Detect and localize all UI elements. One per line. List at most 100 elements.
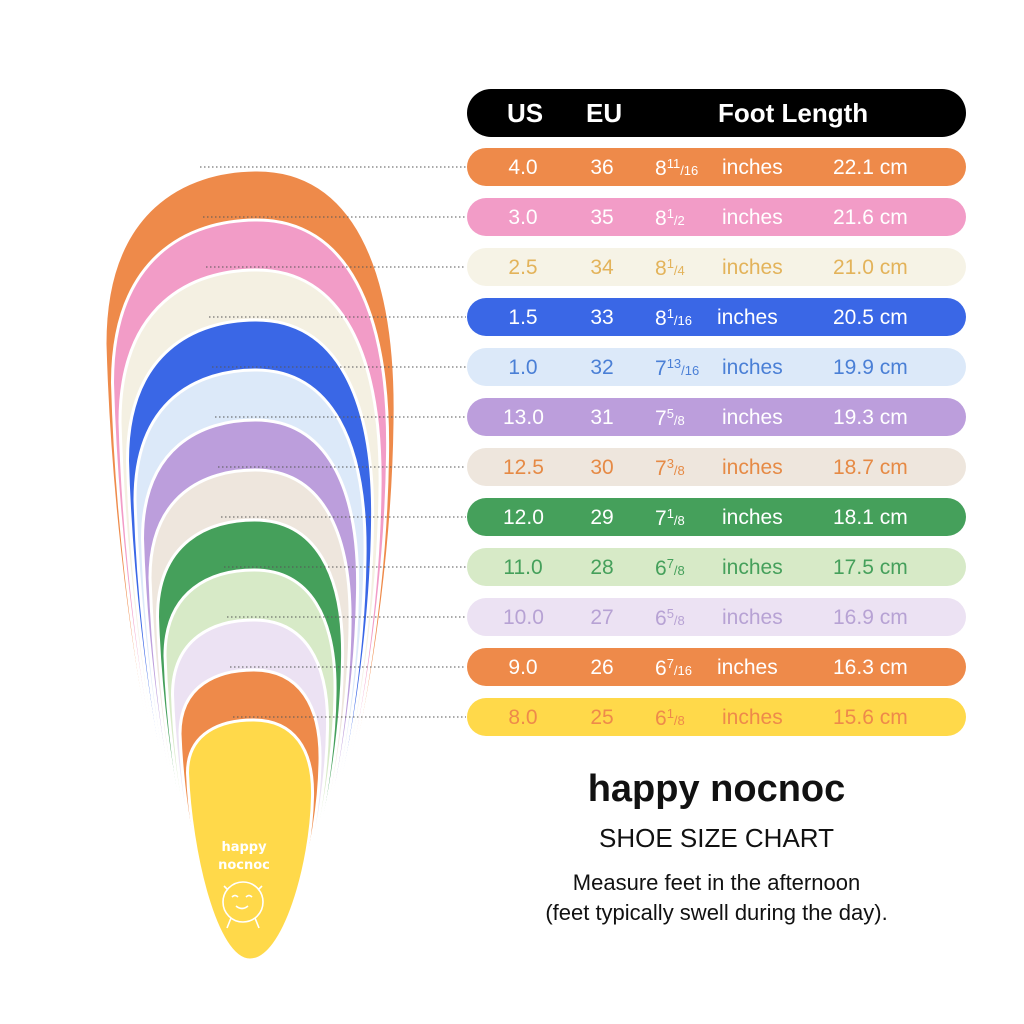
size-inches-fraction: 81/2 [655,206,745,231]
size-cm: 20.5 cm [833,306,908,329]
size-eu: 35 [590,206,614,229]
fraction-numerator: 1 [666,706,674,721]
fraction-numerator: 7 [666,656,674,671]
size-cm: 19.9 cm [833,356,908,379]
fraction-numerator: 13 [666,356,682,371]
size-row: 8.0 25 61/8 inches 15.6 cm [467,698,966,736]
fraction-numerator: 1 [666,256,674,271]
size-inches-fraction: 65/8 [655,606,745,631]
size-us: 1.0 [508,356,538,379]
size-row: 12.0 29 71/8 inches 18.1 cm [467,498,966,536]
insole-logo-line2: nocnoc [218,858,270,873]
fraction-whole: 8 [655,257,667,280]
size-inches-unit: inches [722,206,783,229]
size-inches-unit: inches [722,706,783,729]
fraction-denominator: /16 [680,163,699,178]
size-us: 2.5 [508,256,538,279]
insole-logo-line1: happy [221,840,267,855]
size-eu: 31 [590,406,614,429]
measure-note-line2: (feet typically swell during the day). [545,900,888,925]
fraction-whole: 6 [655,557,667,580]
size-us: 4.0 [508,156,538,179]
fraction-numerator: 5 [666,606,674,621]
size-inches-unit: inches [722,456,783,479]
fraction-numerator: 1 [666,206,674,221]
size-inches-unit: inches [722,606,783,629]
size-cm: 21.0 cm [833,256,908,279]
size-us: 10.0 [503,606,544,629]
size-inches-unit: inches [722,556,783,579]
table-header: US EU Foot Length [467,89,966,137]
size-us: 13.0 [503,406,544,429]
fraction-whole: 7 [655,357,667,380]
size-inches-unit: inches [717,656,778,679]
size-row: 2.5 34 81/4 inches 21.0 cm [467,248,966,286]
fraction-denominator: /8 [673,713,685,728]
fraction-whole: 7 [655,457,667,480]
size-row: 1.0 32 713/16 inches 19.9 cm [467,348,966,386]
size-cm: 15.6 cm [833,706,908,729]
header-foot-length: Foot Length [718,98,869,128]
header-us: US [507,98,544,128]
size-inches-unit: inches [722,506,783,529]
size-us: 3.0 [508,206,538,229]
fraction-whole: 8 [655,157,667,180]
fraction-whole: 8 [655,207,667,230]
fraction-whole: 7 [655,407,667,430]
fraction-numerator: 7 [666,556,674,571]
size-row: 3.0 35 81/2 inches 21.6 cm [467,198,966,236]
size-us: 12.5 [503,456,544,479]
fraction-numerator: 5 [666,406,674,421]
size-eu: 27 [590,606,614,629]
size-row: 11.0 28 67/8 inches 17.5 cm [467,548,966,586]
fraction-whole: 7 [655,507,667,530]
size-us: 1.5 [508,306,538,329]
size-us: 11.0 [503,556,543,579]
size-cm: 19.3 cm [833,406,908,429]
size-inches-fraction: 81/4 [655,256,745,281]
fraction-denominator: /16 [673,313,692,328]
size-us: 9.0 [508,656,538,679]
brand-title: happy nocnoc [587,768,846,810]
fraction-numerator: 3 [666,456,674,471]
measure-note: Measure feet in the afternoon (feet typi… [467,868,966,928]
fraction-denominator: /16 [681,363,700,378]
size-row: 10.0 27 65/8 inches 16.9 cm [467,598,966,636]
size-eu: 29 [590,506,614,529]
fraction-denominator: /8 [673,613,685,628]
size-cm: 16.9 cm [833,606,908,629]
fraction-denominator: /8 [673,513,685,528]
size-inches-fraction: 811/16 [655,156,745,181]
size-row: 4.0 36 811/16 inches 22.1 cm [467,148,966,186]
chart-subtitle: SHOE SIZE CHART [598,823,834,853]
header-eu: EU [586,98,623,128]
fraction-denominator: /2 [673,213,685,228]
size-eu: 28 [590,556,614,579]
fraction-denominator: /8 [673,413,685,428]
size-eu: 30 [590,456,614,479]
fraction-denominator: /8 [673,463,685,478]
size-row: 13.0 31 75/8 inches 19.3 cm [467,398,966,436]
size-inches-fraction: 67/16 [655,656,745,681]
size-cm: 18.1 cm [833,506,908,529]
insole-outline [185,718,315,962]
size-inches-unit: inches [722,356,783,379]
fraction-numerator: 11 [666,156,681,171]
fraction-numerator: 1 [666,306,674,321]
size-inches-unit: inches [722,256,783,279]
size-inches-fraction: 67/8 [655,556,745,581]
size-us: 12.0 [503,506,544,529]
size-row: 1.5 33 81/16 inches 20.5 cm [467,298,966,336]
size-eu: 34 [590,256,614,279]
size-eu: 26 [590,656,614,679]
size-inches-unit: inches [722,156,783,179]
size-cm: 22.1 cm [833,156,908,179]
size-inches-unit: inches [717,306,778,329]
size-inches-fraction: 73/8 [655,456,745,481]
measure-note-line1: Measure feet in the afternoon [572,870,861,895]
fraction-denominator: /8 [673,563,685,578]
size-eu: 32 [590,356,614,379]
size-cm: 17.5 cm [833,556,908,579]
size-inches-fraction: 71/8 [655,506,745,531]
